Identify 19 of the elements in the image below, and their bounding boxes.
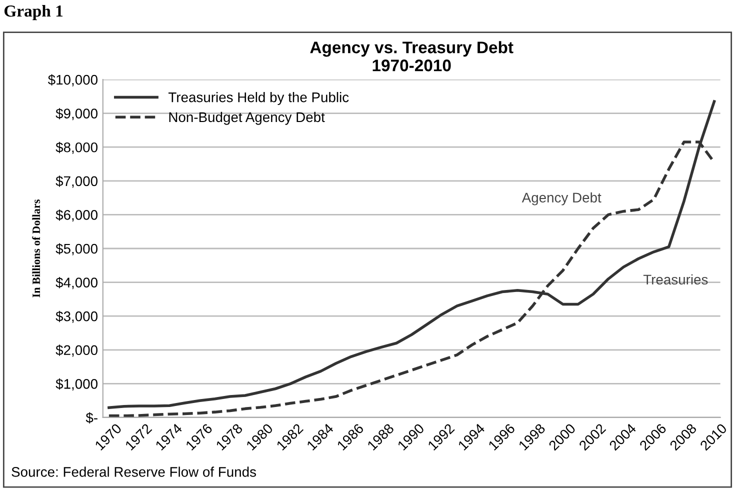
y-tick-label: $9,000 xyxy=(56,108,98,120)
y-tick-label: $5,000 xyxy=(56,243,98,256)
caption: Graph 1 xyxy=(4,4,63,20)
y-tick-label: $- xyxy=(86,412,98,424)
y-tick-label: $2,000 xyxy=(56,344,98,357)
y-tick-label: $1,000 xyxy=(56,378,98,390)
source-note: Source: Federal Reserve Flow of Funds xyxy=(12,466,256,477)
legend-label: Treasuries Held by the Public xyxy=(168,92,349,105)
y-tick-label: $7,000 xyxy=(56,176,98,188)
y-axis-title: In Billions of Dollars xyxy=(32,200,40,298)
y-tick-label: $6,000 xyxy=(56,209,98,222)
y-tick-label: $10,000 xyxy=(48,74,98,86)
legend-label: Non-Budget Agency Debt xyxy=(169,112,325,125)
annotation: Agency Debt xyxy=(522,192,602,206)
chart-title: Agency vs. Treasury Debt 1970-2010 xyxy=(310,41,514,72)
y-tick-label: $8,000 xyxy=(56,142,98,154)
annotation: Treasuries xyxy=(643,274,708,285)
y-tick-label: $3,000 xyxy=(56,310,98,323)
y-tick-label: $4,000 xyxy=(56,277,98,290)
